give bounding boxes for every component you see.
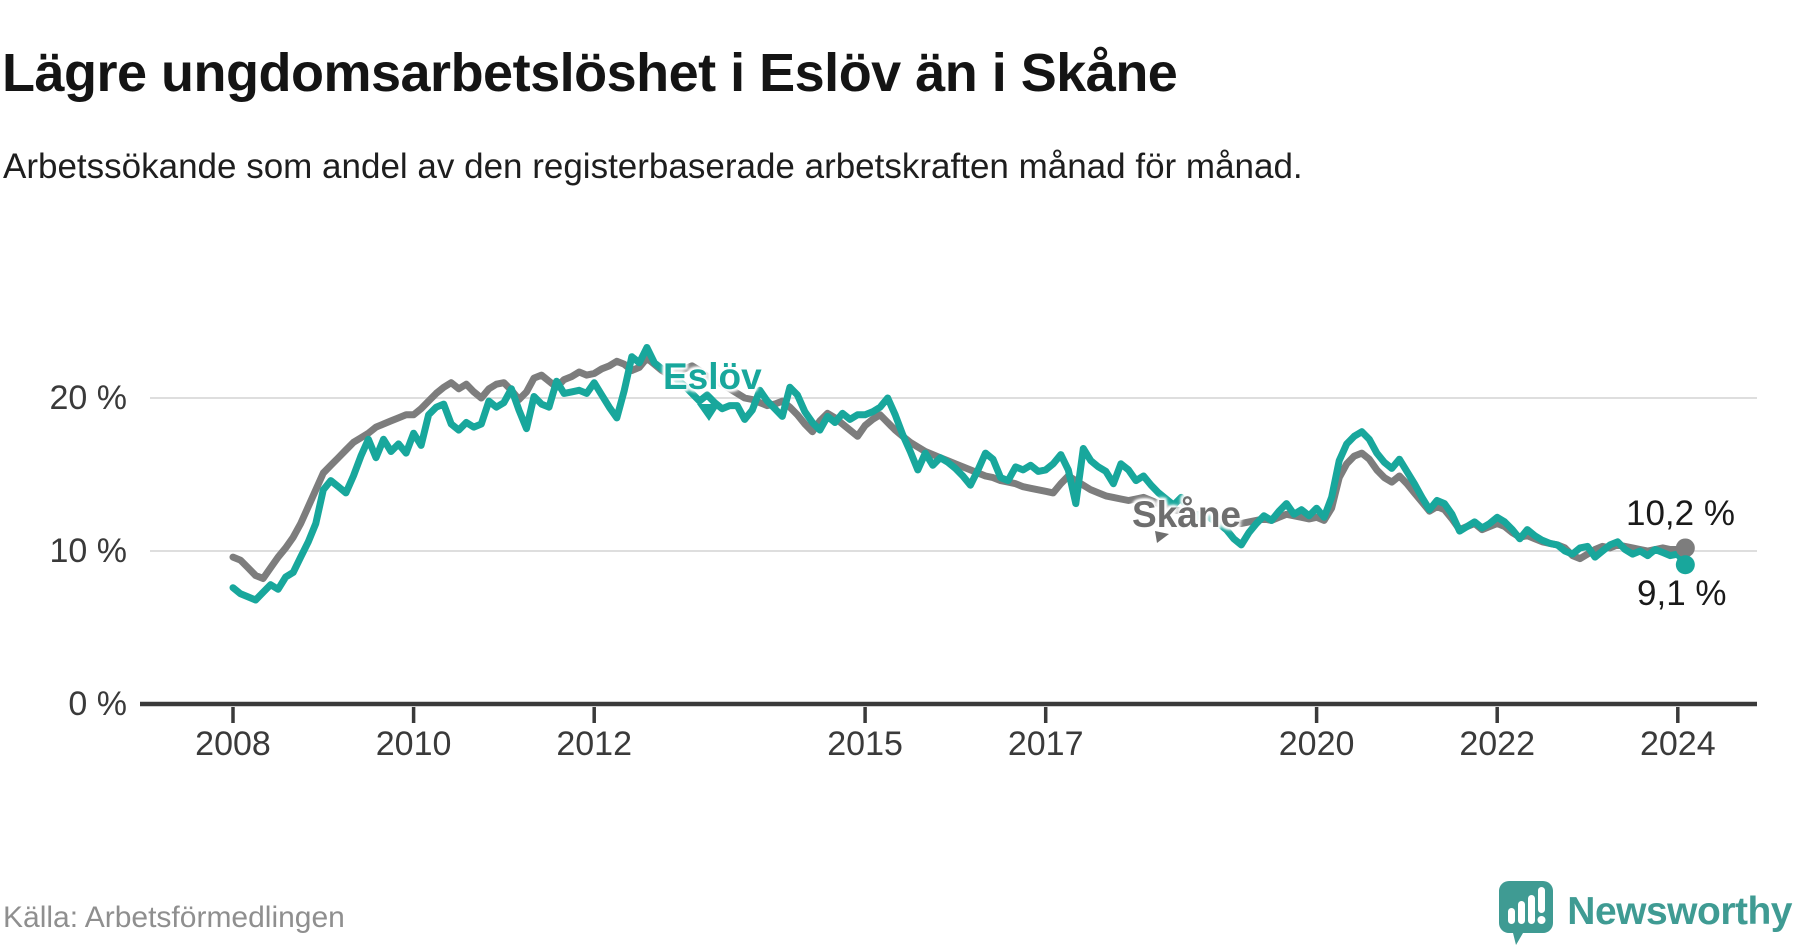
skane-label-arrow-icon [1155,531,1169,543]
end-value-label-eslov: 9,1 % [1637,574,1727,613]
x-axis-label-2017: 2017 [1007,725,1084,763]
newsworthy-brand: Newsworthy [1497,876,1792,948]
line-eslöv [229,344,1689,604]
eslov-label-arrow-icon [697,404,720,421]
end-dot-skåne [1675,538,1695,558]
newsworthy-wordmark: Newsworthy [1567,890,1792,933]
series-label-skane: Skåne [1132,494,1242,535]
line-skåne [229,354,1689,582]
x-axis-label-2008: 2008 [195,725,271,763]
page-subtitle: Arbetssökande som andel av den registerb… [3,147,1303,186]
y-axis-label-10: 10 % [49,532,128,570]
page-title: Lägre ungdomsarbetslöshet i Eslöv än i S… [2,43,1178,104]
newsworthy-logo-icon [1499,881,1554,945]
y-axis-label-0: 0 % [68,685,127,723]
x-axis-label-2022: 2022 [1459,725,1535,763]
y-axis-label-20: 20 % [49,379,128,417]
x-axis-label-2012: 2012 [556,725,632,763]
x-axis-label-2015: 2015 [827,725,903,763]
end-value-label-skane: 10,2 % [1626,494,1735,533]
x-axis-label-2020: 2020 [1278,725,1355,763]
x-axis-label-2010: 2010 [375,725,452,763]
source-note: Källa: Arbetsförmedlingen [3,901,345,934]
series-label-eslov: Eslöv [663,356,762,397]
end-dot-eslöv [1675,555,1695,575]
x-axis-label-2024: 2024 [1639,725,1716,763]
